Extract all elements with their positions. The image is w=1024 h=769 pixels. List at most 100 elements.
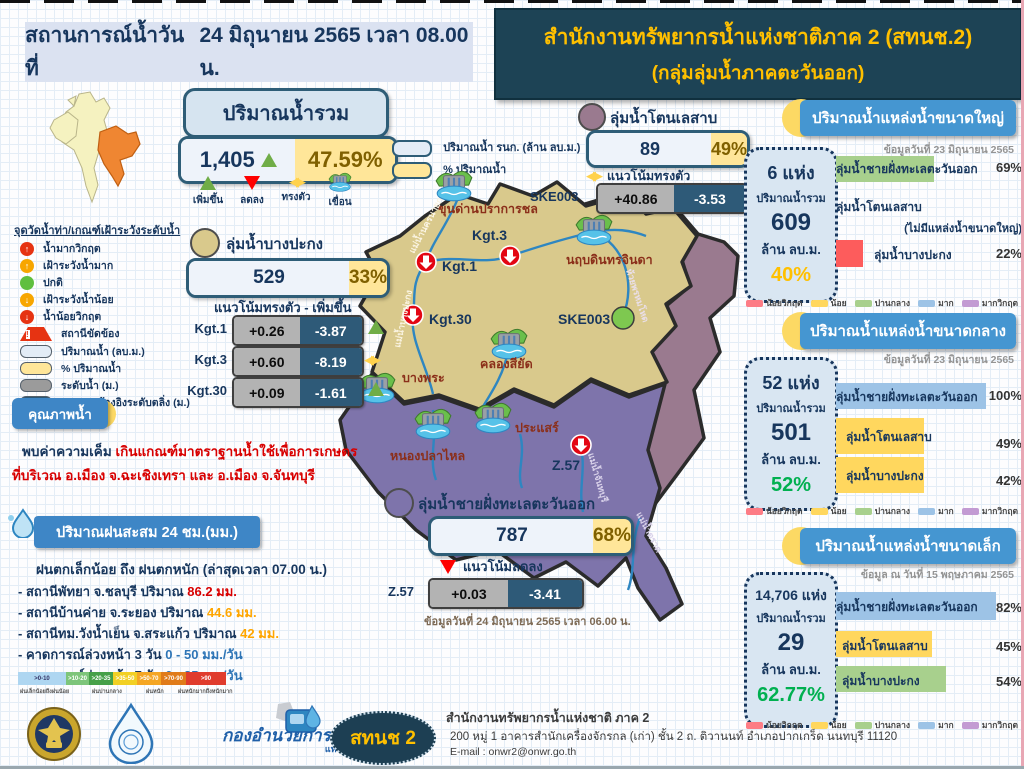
footer-org-name: สำนักงานทรัพยากรน้ำแห่งชาติ ภาค 2: [446, 711, 650, 725]
svg-text:นฤบดินทรจินดา: นฤบดินทรจินดา: [566, 253, 653, 267]
green-level-swatch: [836, 666, 946, 692]
tonlesap-basin-dot: [578, 103, 606, 131]
eastern-region-highlight: [97, 125, 141, 188]
volume-pill-icon: [392, 139, 432, 157]
legend-level-box: ระดับน้ำ (ม.): [20, 377, 119, 394]
severity-legend-2: น้อยวิกฤต น้อย ปานกลาง มาก มากวิกฤต: [746, 504, 1018, 518]
svg-text:ประแสร์: ประแสร์: [515, 420, 559, 435]
gauge-ske003-marker: [611, 306, 635, 330]
trend-key-dam: เขื่อน: [320, 170, 360, 210]
yellow-level-swatch: [836, 457, 924, 493]
legend-very-high-water: ↑ น้ำมากวิกฤต: [20, 240, 101, 257]
sidebar1-title: ปริมาณน้ำแหล่งน้ำขนาดใหญ่: [800, 100, 1016, 136]
eastcoast-trend: แนวโน้มลดลง: [440, 556, 543, 577]
orange-down-circle-icon: ↓: [20, 292, 34, 307]
sidebar1-date: ข้อมูลวันที่ 23 มิถุนายน 2565: [883, 144, 1014, 156]
tonlesap-volume: 89: [589, 133, 711, 165]
sidebar1-summary: 6 แห่ง ปริมาณน้ำรวม 609 ล้าน ลบ.ม. 40%: [744, 147, 838, 303]
rainfall-title: ปริมาณฝนสะสม 24 ชม.(มม.): [34, 516, 260, 548]
eastcoast-percent: 68%: [592, 519, 631, 553]
water-quality-line1: พบค่าความเค็ม เกินแกณฑ์มาตราฐานน้ำใช้เพื…: [22, 444, 358, 459]
sidebar1-item-bangpakong: ลุ่มน้ำบางปะกง 22%: [836, 240, 1022, 267]
date-value: 24 มิถุนายน 2565 เวลา 08.00 น.: [199, 24, 469, 80]
svg-text:SKE003: SKE003: [558, 311, 610, 327]
up-triangle-icon: [260, 153, 277, 167]
total-water-values: 1,405 47.59%: [178, 136, 398, 184]
tonlesap-percent: 49%: [710, 133, 747, 165]
garuda-emblem-logo: [27, 707, 81, 761]
blue-pill-icon: [20, 345, 52, 358]
station-legend-title: จุดวัดน้ำท่า/เกณฑ์เฝ้าระวังระดับน้ำ: [14, 225, 181, 237]
sidebar3-summary: 14,706 แห่ง ปริมาณน้ำรวม 29 ล้าน ลบ.ม. 6…: [744, 572, 838, 728]
kgt1-trend-icon: [368, 320, 384, 334]
org-subname: (กลุ่มลุ่มน้ำภาคตะวันออก): [651, 62, 865, 84]
steady-arrows-icon: ◀▶: [586, 168, 603, 183]
rain-caption-1: ฝนเล็กน้อยถึงฝนน้อย: [20, 689, 70, 695]
tonlesap-trend: ◀▶ แนวโน้มทรงตัว: [586, 168, 691, 183]
onwr-drop-logo: [108, 702, 154, 764]
footer-email: E-mail : onwr2@onwr.go.th: [450, 746, 577, 758]
footer-address: 200 หมู่ 1 อาคารสำนักเครื่องจักรกล (เก่า…: [450, 731, 898, 743]
kgt30-trend-icon: [368, 382, 384, 396]
svg-text:หนองปลาไหล: หนองปลาไหล: [390, 448, 465, 463]
rain-caption-3: ฝนหนัก: [146, 689, 164, 695]
gauge-kgt1-marker: [415, 251, 437, 273]
severity-legend-1: น้อยวิกฤต น้อย ปานกลาง มาก มากวิกฤต: [746, 296, 1018, 310]
eastcoast-values: 787 68%: [428, 516, 634, 556]
green-level-swatch: [836, 156, 934, 182]
legend-volume-box: ปริมาณน้ำ (ลบ.ม.): [20, 343, 145, 360]
green-circle-icon: [20, 275, 34, 290]
ske003-row: +40.86 -3.53: [596, 183, 748, 214]
legend-watch-high-water: ↑ เฝ้าระวังน้ำมาก: [20, 257, 113, 274]
rain-station-1: - สถานีพัทยา จ.ชลบุรี ปริมาณ 86.2 มม.: [18, 584, 237, 599]
svg-text:Kgt.1: Kgt.1: [442, 258, 477, 274]
yellow-level-swatch: [836, 631, 932, 657]
svg-text:คลองสียัด: คลองสียัด: [480, 357, 533, 371]
gauge-kgt3-marker: [499, 245, 521, 267]
legend-station-fault: สถานีขัดข้อง: [20, 325, 119, 342]
kgt3-label: Kgt.3: [194, 352, 228, 367]
sidebar2-item-tonlesap: ลุ่มน้ำโตนเลสาบ 49%: [836, 418, 1022, 454]
sidebar1-item-tonlesap: ลุ่มน้ำโตนเลสาบ (ไม่มีแหล่งน้ำขนาดใหญ่): [836, 200, 1022, 235]
tonlesap-values: 89 49%: [586, 130, 750, 168]
rainfall-subtitle: ฝนตกเล็กน้อย ถึง ฝนตกหนัก (ล่าสุดเวลา 07…: [36, 562, 327, 577]
sidebar2-date: ข้อมูลวันที่ 23 มิถุนายน 2565: [883, 354, 1014, 366]
sidebar1-item-eastcoast: ลุ่มน้ำชายฝั่งทะเลตะวันออก 69%: [836, 156, 1022, 182]
bangpakong-trend: แนวโน้มทรงตัว - เพิ่มขึ้น: [214, 300, 352, 315]
eastcoast-basin-name: ลุ่มน้ำชายฝั่งทะเลตะวันออก: [418, 496, 596, 513]
svg-text:Z.57: Z.57: [552, 457, 580, 473]
gauge-z57-marker: [570, 434, 592, 456]
eastcoast-basin-dot: [384, 488, 414, 518]
total-water-percent: 47.59%: [295, 139, 395, 181]
legend-volume-pill: ปริมาณน้ำ รนก. (ล้าน ลบ.ม.): [392, 138, 580, 157]
report-date-banner: สถานการณ์น้ำวันที่ 24 มิถุนายน 2565 เวลา…: [25, 22, 473, 82]
bangpakong-basin-dot: [190, 228, 220, 258]
total-water-title: ปริมาณน้ำรวม: [183, 88, 389, 138]
rain-station-3: - สถานีทม.วังน้ำเย็น จ.สระแก้ว ปริมาณ 42…: [18, 626, 279, 641]
blue-level-swatch: [836, 592, 996, 620]
stnch2-badge: สทนช 2: [330, 711, 436, 765]
kgt3-row: +0.60 -8.19: [232, 346, 364, 377]
org-title-banner: สำนักงานทรัพยากรน้ำแห่งชาติภาค 2 (สทนช.2…: [494, 8, 1022, 100]
warning-triangle-icon: [20, 326, 52, 341]
severity-legend-3: น้อยวิกฤต น้อย ปานกลาง มาก มากวิกฤต: [746, 718, 1018, 732]
total-water-volume: 1,405: [181, 139, 296, 181]
red-level-swatch: [836, 240, 863, 267]
water-quality-title: คุณภาพน้ำ: [12, 398, 108, 429]
yellow-level-swatch: [836, 418, 924, 454]
trend-key-down: ลดลง: [232, 176, 272, 208]
org-name: สำนักงานทรัพยากรน้ำแห่งชาติภาค 2 (สทนช.2…: [543, 25, 973, 49]
basin-bangpakong-region: [358, 180, 699, 411]
kgt3-trend-icon: ◀▶: [364, 352, 381, 367]
sidebar2-summary: 52 แห่ง ปริมาณน้ำรวม 501 ล้าน ลบ.ม. 52%: [744, 357, 838, 511]
dam-labels: ขุนด่านปราการชล นฤบดินทรจินดา คลองสียัด …: [390, 202, 653, 463]
rain-forecast-3day: - คาดการณ์ล่วงหน้า 3 วัน 0 - 50 มม./วัน: [18, 647, 243, 662]
kgt1-label: Kgt.1: [194, 321, 228, 336]
trend-key-up: เพิ่มขึ้น: [186, 176, 230, 208]
z57-row: +0.03 -3.41: [428, 578, 584, 609]
station-labels: Kgt.1 Kgt.3 Kgt.30 SKE003 Z.57: [429, 227, 610, 473]
sidebar2-title: ปริมาณน้ำแหล่งน้ำขนาดกลาง: [800, 313, 1016, 349]
orange-up-circle-icon: ↑: [20, 258, 34, 273]
legend-percent-pill: % ปริมาณน้ำ: [392, 160, 506, 179]
